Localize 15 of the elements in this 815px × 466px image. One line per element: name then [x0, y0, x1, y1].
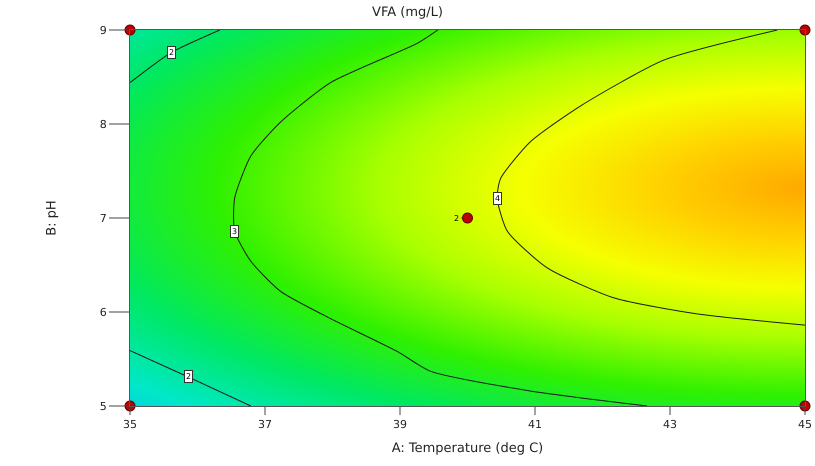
x-tick-label: 41	[528, 418, 542, 432]
annotation: 2	[454, 214, 460, 223]
x-tick-label: 39	[393, 418, 407, 432]
y-tick-label: 5	[100, 400, 107, 413]
y-tick-label: 6	[100, 306, 107, 319]
y-tick-label: 7	[100, 212, 107, 225]
x-tick-label: 43	[663, 418, 677, 432]
x-tick-label: 35	[123, 418, 137, 432]
y-axis-title: B: pH	[44, 200, 60, 236]
x-axis-title: A: Temperature (deg C)	[392, 440, 544, 456]
chart-title: VFA (mg/L)	[372, 5, 443, 20]
x-tick-label: 45	[798, 418, 812, 432]
y-tick-label: 9	[100, 24, 107, 37]
x-tick-label: 37	[258, 418, 272, 432]
y-tick-label: 8	[100, 118, 107, 131]
